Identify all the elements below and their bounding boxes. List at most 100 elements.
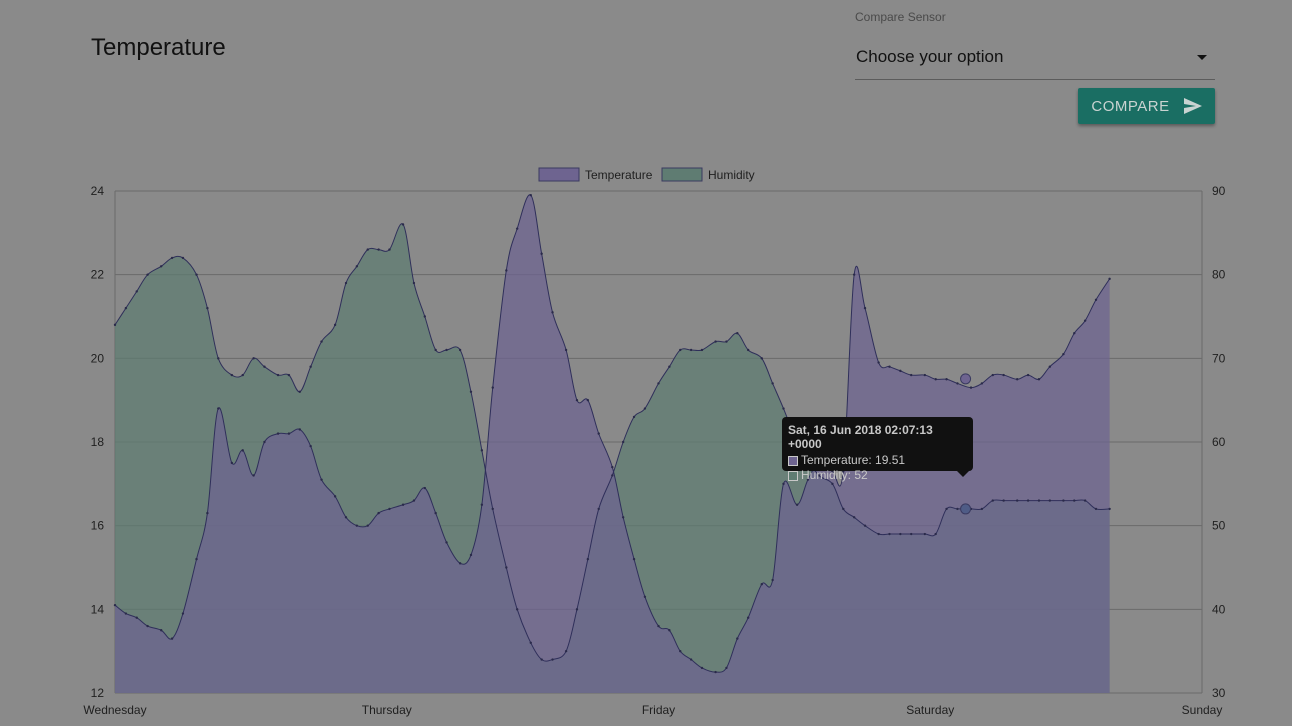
data-point[interactable] [980, 382, 984, 385]
data-point[interactable] [923, 532, 927, 536]
data-point[interactable] [434, 511, 437, 515]
data-point[interactable] [842, 507, 845, 511]
data-point[interactable] [1073, 332, 1076, 335]
data-point[interactable] [320, 478, 323, 481]
data-point[interactable] [1094, 507, 1098, 511]
data-point[interactable] [206, 306, 209, 310]
data-point[interactable] [679, 649, 682, 653]
data-point[interactable] [899, 532, 902, 536]
data-point[interactable] [366, 524, 369, 527]
data-point[interactable] [1108, 277, 1111, 281]
data-point[interactable] [934, 378, 937, 381]
compare-sensor-select[interactable]: Choose your option [855, 41, 1215, 80]
data-point[interactable] [700, 348, 704, 352]
data-point[interactable] [458, 562, 462, 565]
data-point[interactable] [910, 373, 913, 377]
data-point[interactable] [956, 507, 959, 511]
data-point[interactable] [195, 557, 198, 561]
data-point[interactable] [1026, 373, 1030, 377]
data-point[interactable] [181, 612, 185, 615]
data-point[interactable] [195, 273, 198, 276]
data-point[interactable] [668, 365, 671, 368]
data-point[interactable] [632, 557, 636, 561]
data-point[interactable] [491, 386, 494, 389]
data-point[interactable] [877, 361, 880, 364]
data-point[interactable] [217, 407, 220, 410]
data-point[interactable] [217, 357, 220, 360]
data-point[interactable] [388, 507, 391, 511]
data-point[interactable] [298, 428, 301, 431]
data-point[interactable] [159, 629, 163, 632]
data-point[interactable] [746, 616, 750, 619]
data-point[interactable] [309, 365, 312, 368]
data-point[interactable] [401, 503, 405, 506]
data-point[interactable] [611, 465, 614, 469]
data-point[interactable] [782, 407, 785, 410]
data-point[interactable] [505, 269, 508, 272]
data-point[interactable] [714, 670, 717, 674]
data-point[interactable] [423, 486, 426, 490]
data-point[interactable] [113, 603, 117, 607]
data-point[interactable] [725, 340, 728, 343]
data-point[interactable] [643, 595, 647, 598]
data-point[interactable] [771, 382, 774, 385]
data-point[interactable] [1016, 499, 1019, 502]
data-point[interactable] [621, 516, 625, 519]
data-point[interactable] [263, 365, 266, 368]
data-point[interactable] [863, 306, 867, 310]
data-point[interactable] [540, 658, 543, 661]
data-point[interactable] [760, 583, 763, 586]
data-point[interactable] [806, 478, 810, 481]
data-point[interactable] [852, 516, 856, 519]
data-point[interactable] [1094, 298, 1098, 301]
data-point[interactable] [423, 315, 426, 318]
data-point[interactable] [597, 432, 600, 435]
data-point[interactable] [480, 503, 484, 506]
data-point[interactable] [1108, 507, 1111, 511]
data-point[interactable] [135, 290, 138, 293]
data-point[interactable] [657, 382, 660, 385]
data-point[interactable] [564, 348, 568, 352]
data-point[interactable] [287, 373, 291, 377]
data-point[interactable] [668, 629, 671, 632]
data-point[interactable] [923, 373, 927, 377]
data-point[interactable] [388, 248, 391, 251]
data-point[interactable] [575, 608, 579, 611]
data-point[interactable] [355, 524, 359, 527]
data-point[interactable] [230, 373, 234, 377]
data-point[interactable] [1062, 499, 1065, 502]
data-point[interactable] [146, 624, 149, 628]
data-point[interactable] [135, 616, 138, 619]
data-point[interactable] [1016, 378, 1019, 381]
data-point[interactable] [945, 378, 948, 381]
data-point[interactable] [760, 357, 763, 360]
data-point[interactable] [934, 532, 937, 536]
data-point[interactable] [632, 415, 636, 419]
data-point[interactable] [515, 608, 519, 611]
legend-swatch-humidity[interactable] [661, 167, 703, 182]
data-point[interactable] [113, 323, 117, 327]
data-point[interactable] [333, 495, 337, 498]
data-point[interactable] [956, 382, 959, 385]
data-point[interactable] [230, 461, 234, 465]
data-point[interactable] [159, 265, 163, 268]
data-point[interactable] [877, 532, 880, 536]
data-point[interactable] [529, 641, 532, 644]
data-point[interactable] [124, 612, 128, 615]
data-point[interactable] [124, 306, 128, 310]
data-point[interactable] [505, 566, 508, 569]
data-point[interactable] [309, 444, 312, 448]
data-point[interactable] [1073, 499, 1076, 502]
data-point[interactable] [564, 649, 568, 653]
data-point[interactable] [252, 474, 255, 477]
data-point[interactable] [170, 256, 174, 260]
data-point[interactable] [980, 507, 984, 511]
data-point[interactable] [551, 658, 554, 661]
data-point[interactable] [657, 624, 660, 628]
data-point[interactable] [852, 273, 856, 276]
data-point[interactable] [1062, 352, 1065, 356]
data-point[interactable] [888, 532, 891, 536]
data-point[interactable] [412, 499, 416, 502]
data-point[interactable] [241, 449, 244, 452]
data-point[interactable] [611, 474, 614, 477]
